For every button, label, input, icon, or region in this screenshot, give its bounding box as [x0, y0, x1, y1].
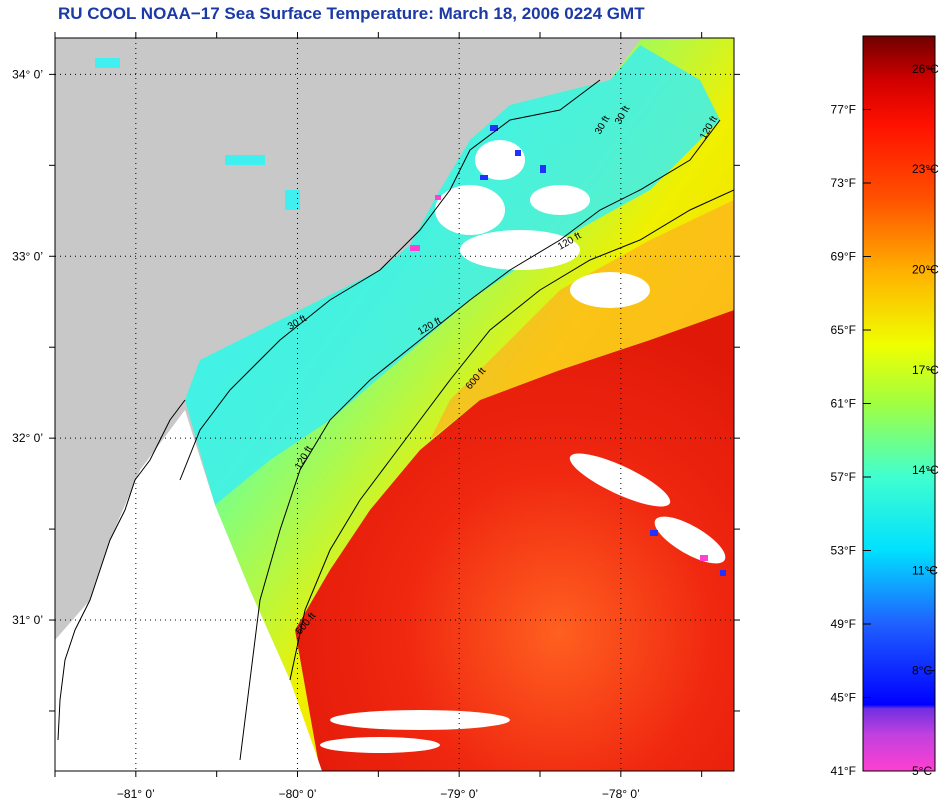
lon-label: −78° 0’ [602, 787, 640, 801]
celsius-label: 14°C [912, 463, 939, 477]
fahrenheit-label: 65°F [831, 323, 856, 337]
celsius-label: 8°C [912, 664, 932, 678]
fahrenheit-label: 53°F [831, 544, 856, 558]
fahrenheit-label: 73°F [831, 176, 856, 190]
celsius-label: 23°C [912, 162, 939, 176]
longitude-labels: −81° 0’ −80° 0’ −79° 0’ −78° 0’ [117, 787, 640, 801]
lat-label: 34° 0’ [12, 67, 43, 81]
fahrenheit-label: 69°F [831, 250, 856, 264]
sst-map[interactable]: 34° 0’ 33° 0’ 32° 0’ 31° 0’ −81° 0’ −80° 0’ −… [0, 0, 760, 801]
lon-label: −79° 0’ [440, 787, 478, 801]
fahrenheit-label: 61°F [831, 397, 856, 411]
lat-label: 32° 0’ [12, 431, 43, 445]
lon-label: −81° 0’ [117, 787, 155, 801]
celsius-label: 17°C [912, 363, 939, 377]
celsius-label: 20°C [912, 263, 939, 277]
celsius-label: 5°C [912, 764, 932, 778]
lon-label: −80° 0’ [279, 787, 317, 801]
colorbar-gradient [863, 36, 935, 771]
fahrenheit-label: 45°F [831, 691, 856, 705]
celsius-label: 11°C [912, 563, 938, 577]
latitude-labels: 34° 0’ 33° 0’ 32° 0’ 31° 0’ [12, 67, 43, 627]
lat-label: 33° 0’ [12, 249, 43, 263]
fahrenheit-label: 77°F [831, 103, 856, 117]
lat-label: 31° 0’ [12, 613, 43, 627]
fahrenheit-label: 57°F [831, 470, 856, 484]
fahrenheit-label: 49°F [831, 617, 856, 631]
fahrenheit-label: 41°F [831, 764, 856, 778]
celsius-label: 26°C [912, 62, 939, 76]
color-scale-legend: 41°F 45°F 49°F 53°F 57°F 61°F 65°F 69°F 73°F 77°F… [800, 0, 952, 801]
